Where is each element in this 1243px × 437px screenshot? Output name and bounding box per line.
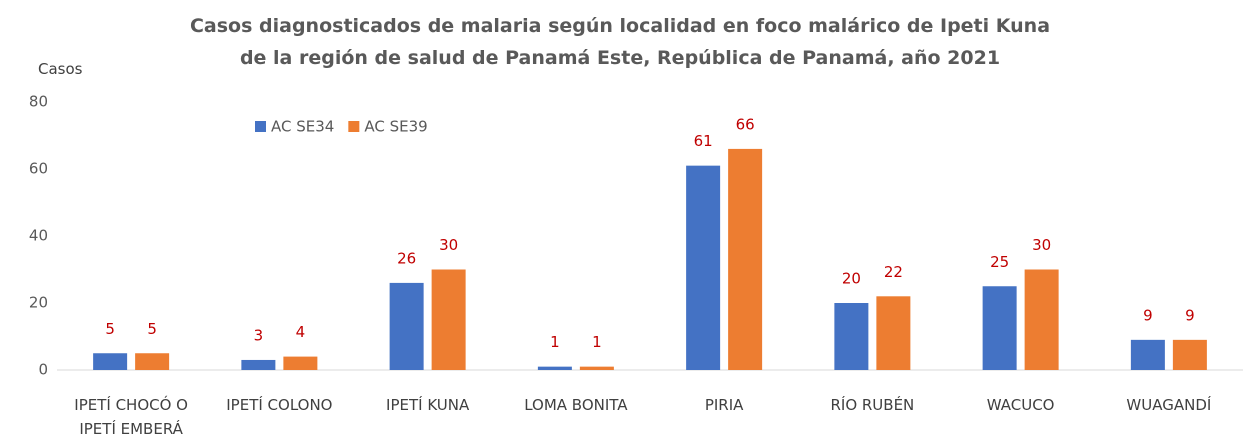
- legend-label: AC SE34: [271, 118, 334, 136]
- x-tick-label: PIRIA: [704, 396, 744, 414]
- bar: [537, 366, 572, 370]
- data-label: 30: [1032, 236, 1051, 254]
- y-tick-label: 0: [38, 361, 48, 379]
- data-label: 1: [592, 333, 602, 351]
- bar: [241, 359, 276, 370]
- bar: [389, 282, 424, 370]
- data-label: 9: [1185, 306, 1195, 324]
- data-label: 9: [1143, 306, 1153, 324]
- x-tick-label: RÍO RUBÉN: [830, 396, 915, 414]
- y-axis-label: Casos: [38, 60, 83, 78]
- data-label: 61: [694, 132, 713, 150]
- data-label: 5: [105, 320, 115, 338]
- data-label: 26: [397, 249, 416, 267]
- bar: [283, 356, 318, 370]
- legend-swatch: [255, 121, 266, 132]
- bar: [686, 165, 721, 370]
- data-label: 1: [550, 333, 560, 351]
- bar: [431, 269, 466, 370]
- x-tick-label: IPETÍ COLONO: [226, 396, 333, 414]
- legend-swatch: [348, 121, 360, 132]
- y-tick-label: 60: [29, 160, 48, 178]
- data-label: 66: [736, 115, 755, 133]
- data-label: 20: [842, 270, 861, 288]
- x-tick-label: IPETÍ KUNA: [386, 396, 470, 414]
- data-label: 3: [254, 326, 264, 344]
- data-label: 5: [147, 320, 157, 338]
- bar: [1172, 339, 1207, 370]
- legend-label: AC SE39: [364, 118, 427, 136]
- y-tick-label: 80: [29, 93, 48, 111]
- y-tick-label: 20: [29, 294, 48, 312]
- chart-title-box: Casos diagnosticados de malaria según lo…: [120, 10, 1120, 74]
- bar: [135, 353, 170, 370]
- data-label: 25: [990, 253, 1009, 271]
- data-label: 30: [439, 236, 458, 254]
- bar: [728, 148, 763, 370]
- bar: [1130, 339, 1165, 370]
- x-tick-label: WUAGANDÍ: [1126, 396, 1212, 414]
- bar: [834, 303, 869, 370]
- bar: [1024, 269, 1059, 370]
- bar: [982, 286, 1017, 370]
- bar: [876, 296, 911, 370]
- bar: [93, 353, 128, 370]
- data-label: 4: [296, 323, 306, 341]
- x-tick-label: IPETÍ CHOCÓ O IPETÍ EMBERÁ: [74, 396, 188, 437]
- x-tick-label: LOMA BONITA: [524, 396, 628, 414]
- chart-title: Casos diagnosticados de malaria según lo…: [189, 15, 1051, 69]
- bar: [579, 366, 614, 370]
- data-label: 22: [884, 263, 903, 281]
- y-tick-label: 40: [29, 227, 48, 245]
- x-tick-label: WACUCO: [986, 396, 1055, 414]
